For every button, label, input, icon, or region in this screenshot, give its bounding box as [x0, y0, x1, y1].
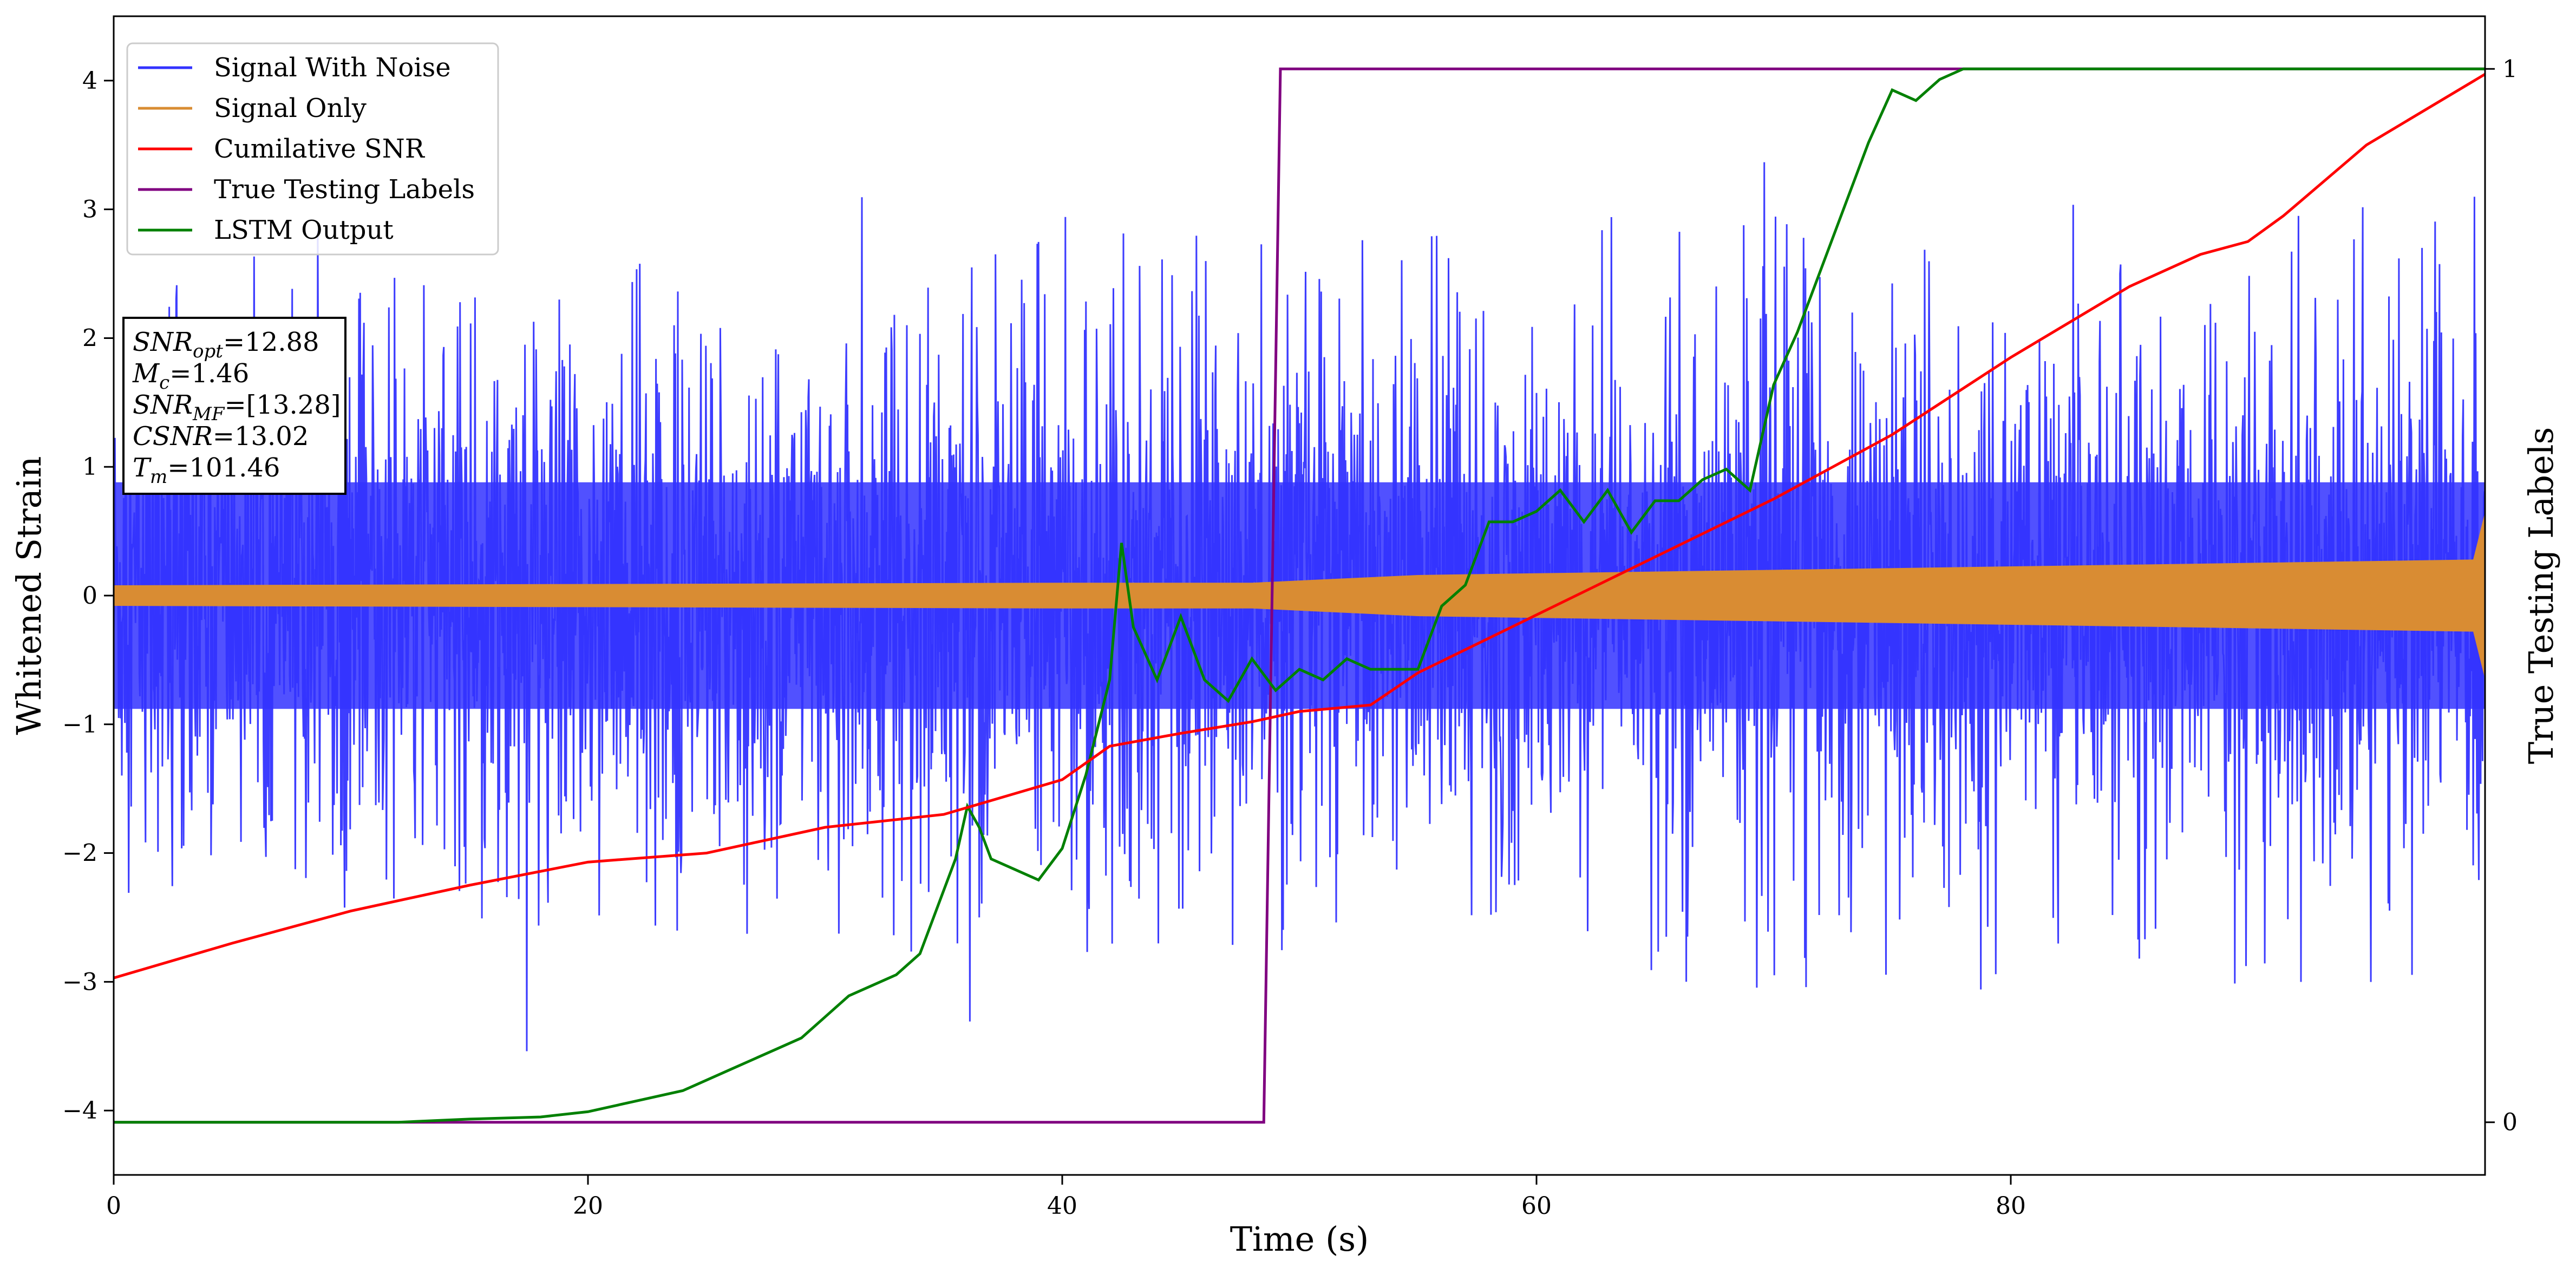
- y2-tick-label: 1: [2502, 55, 2518, 83]
- y-axis-right: 01: [2485, 55, 2518, 1136]
- series-lstm-output: [114, 67, 2485, 1124]
- y-axis-title: Whitened Strain: [9, 456, 49, 735]
- x-axis-title: Time (s): [1230, 1219, 1369, 1259]
- info-box-frame: [122, 317, 346, 495]
- legend-label: LSTM Output: [214, 215, 394, 245]
- info-line: Mc=1.46: [132, 358, 249, 394]
- legend-frame: [126, 42, 499, 256]
- legend-label: Signal Only: [214, 93, 367, 123]
- y-tick-label: 2: [82, 324, 97, 352]
- y-axis-left: −4 −3 −2 −1 0 1 2 3 4: [62, 67, 114, 1125]
- info-line: SNRMF=[13.28]: [133, 390, 341, 425]
- legend: Signal With Noise Signal Only Cumilative S…: [126, 42, 499, 256]
- info-line: Tm=101.46: [133, 453, 280, 488]
- signal-only-band: [114, 512, 2485, 680]
- legend-label: Signal With Noise: [214, 53, 451, 83]
- y-tick-label: −2: [62, 840, 97, 867]
- x-tick-label: 20: [573, 1192, 603, 1220]
- y-tick-label: −4: [62, 1097, 97, 1125]
- y2-axis-title: True Testing Labels: [2521, 427, 2561, 765]
- x-tick-label: 60: [1521, 1192, 1552, 1220]
- y-tick-label: 1: [82, 453, 97, 481]
- lstm-output-line: [114, 67, 2485, 1124]
- y2-tick-label: 0: [2502, 1109, 2518, 1136]
- legend-label: True Testing Labels: [214, 174, 475, 205]
- x-tick-label: 80: [1996, 1192, 2026, 1220]
- info-box: SNRopt=12.88Mc=1.46SNRMF=[13.28]CSNR=13.…: [122, 317, 346, 495]
- x-tick-label: 0: [106, 1192, 121, 1220]
- y-tick-label: −1: [62, 711, 97, 739]
- series-signal-only: [114, 512, 2485, 680]
- y-tick-label: 4: [82, 67, 97, 95]
- y-tick-label: −3: [62, 968, 97, 996]
- cumilative-snr-line: [114, 73, 2485, 979]
- series-cumilative-snr: [114, 73, 2485, 979]
- info-line: CSNR=13.02: [133, 421, 309, 452]
- y-tick-label: 0: [82, 582, 97, 610]
- x-axis: 0 20 40 60 80: [106, 1175, 2026, 1220]
- y-tick-label: 3: [82, 196, 97, 224]
- x-tick-label: 40: [1047, 1192, 1077, 1220]
- true-labels-line: [114, 67, 2485, 1124]
- series-true-testing-labels: [114, 67, 2485, 1124]
- info-line: SNRopt=12.88: [133, 327, 319, 362]
- legend-label: Cumilative SNR: [214, 134, 426, 164]
- plot-area: [114, 67, 2485, 1124]
